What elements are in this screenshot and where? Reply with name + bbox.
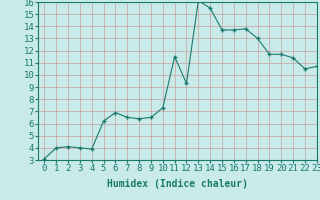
X-axis label: Humidex (Indice chaleur): Humidex (Indice chaleur): [107, 179, 248, 189]
